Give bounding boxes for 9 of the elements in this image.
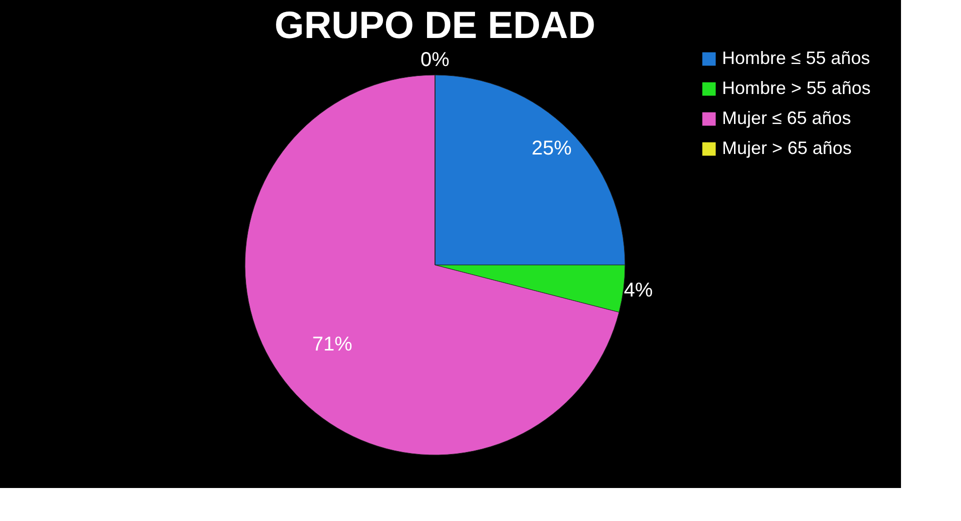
text: 0% bbox=[420, 49, 450, 71]
data-label: 71% bbox=[312, 334, 353, 356]
legend-label: Mujer ≤ 65 años bbox=[722, 108, 851, 128]
legend-label: Mujer > 65 años bbox=[722, 138, 852, 158]
chart-title: GRUPO DE EDAD bbox=[274, 5, 596, 47]
data-label: 4% bbox=[624, 280, 654, 302]
legend-label: Hombre > 55 años bbox=[722, 78, 871, 98]
legend-label: Hombre ≤ 55 años bbox=[722, 48, 870, 68]
data-label: 25% bbox=[532, 137, 572, 160]
